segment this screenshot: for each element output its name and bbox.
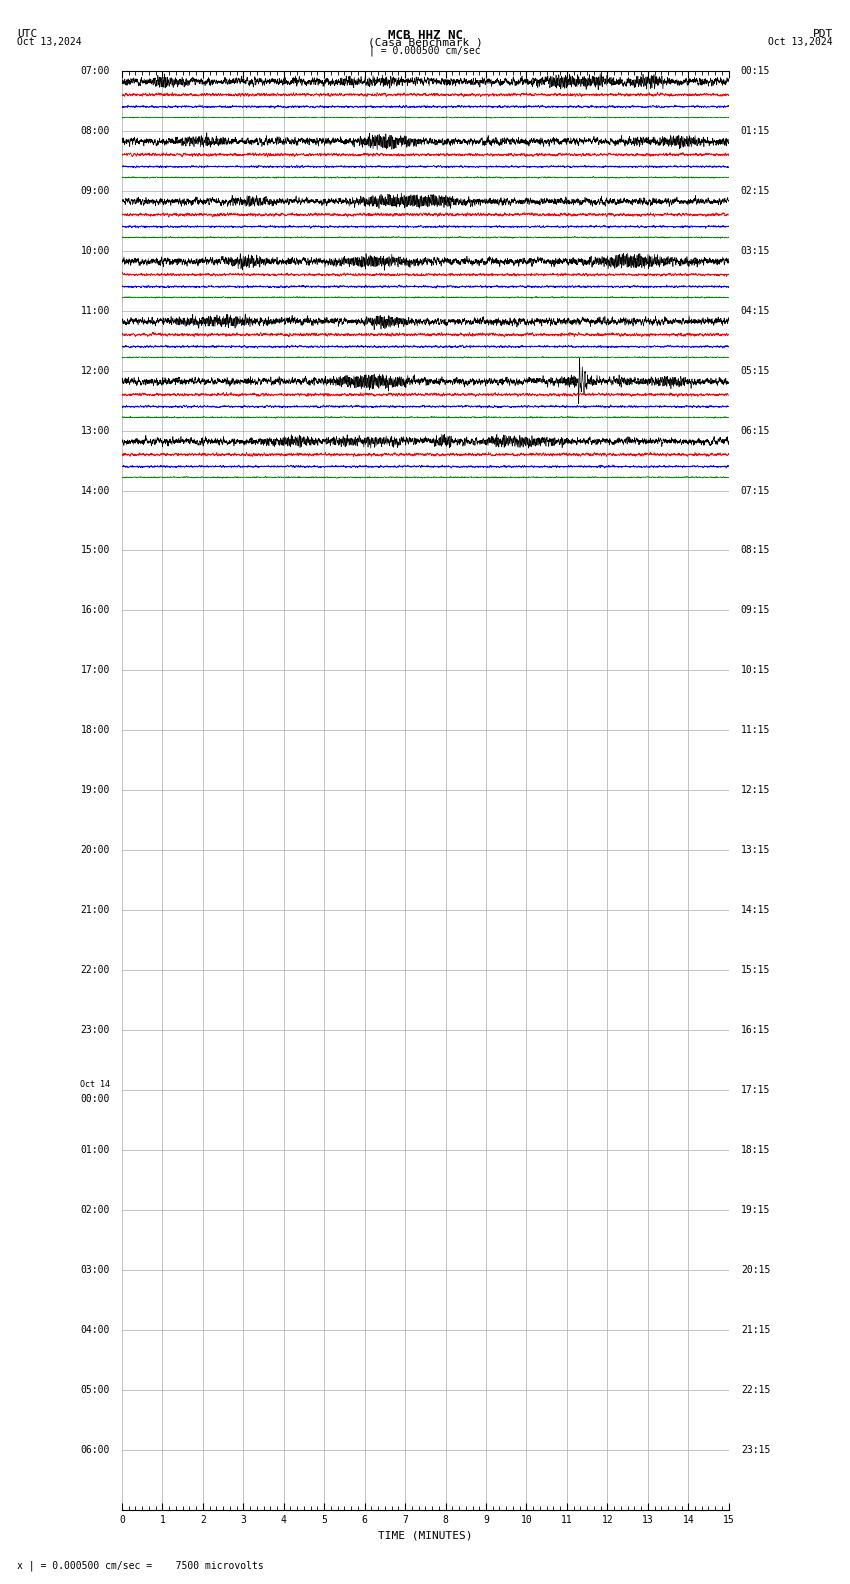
Text: 21:15: 21:15	[741, 1326, 770, 1335]
Text: 11:00: 11:00	[81, 306, 110, 315]
Text: 07:00: 07:00	[81, 65, 110, 76]
Text: MCB HHZ NC: MCB HHZ NC	[388, 29, 462, 43]
Text: 02:00: 02:00	[81, 1205, 110, 1215]
Text: 18:15: 18:15	[741, 1145, 770, 1155]
Text: 16:00: 16:00	[81, 605, 110, 616]
Text: Oct 13,2024: Oct 13,2024	[768, 36, 833, 48]
Text: 01:15: 01:15	[741, 125, 770, 136]
Text: 14:15: 14:15	[741, 906, 770, 916]
Text: 18:00: 18:00	[81, 725, 110, 735]
Text: 10:00: 10:00	[81, 246, 110, 255]
Text: PDT: PDT	[813, 29, 833, 40]
Text: Oct 13,2024: Oct 13,2024	[17, 36, 82, 48]
Text: 05:15: 05:15	[741, 366, 770, 375]
Text: 19:00: 19:00	[81, 786, 110, 795]
Text: 13:15: 13:15	[741, 846, 770, 855]
Text: 12:15: 12:15	[741, 786, 770, 795]
Text: x | = 0.000500 cm/sec =    7500 microvolts: x | = 0.000500 cm/sec = 7500 microvolts	[17, 1560, 264, 1571]
Text: 19:15: 19:15	[741, 1205, 770, 1215]
Text: 17:00: 17:00	[81, 665, 110, 675]
Text: 00:15: 00:15	[741, 65, 770, 76]
Text: 23:00: 23:00	[81, 1025, 110, 1036]
Text: 20:00: 20:00	[81, 846, 110, 855]
Text: 22:15: 22:15	[741, 1384, 770, 1396]
Text: 11:15: 11:15	[741, 725, 770, 735]
Text: 05:00: 05:00	[81, 1384, 110, 1396]
Text: 21:00: 21:00	[81, 906, 110, 916]
Text: 07:15: 07:15	[741, 486, 770, 496]
Text: 23:15: 23:15	[741, 1445, 770, 1456]
Text: 04:15: 04:15	[741, 306, 770, 315]
Text: 08:15: 08:15	[741, 545, 770, 556]
Text: 08:00: 08:00	[81, 125, 110, 136]
Text: 16:15: 16:15	[741, 1025, 770, 1036]
Text: 22:00: 22:00	[81, 965, 110, 976]
Text: 20:15: 20:15	[741, 1266, 770, 1275]
Text: 17:15: 17:15	[741, 1085, 770, 1095]
Text: 04:00: 04:00	[81, 1326, 110, 1335]
Text: | = 0.000500 cm/sec: | = 0.000500 cm/sec	[369, 44, 481, 55]
X-axis label: TIME (MINUTES): TIME (MINUTES)	[378, 1530, 473, 1541]
Text: 15:15: 15:15	[741, 965, 770, 976]
Text: (Casa Benchmark ): (Casa Benchmark )	[367, 36, 483, 48]
Text: 09:00: 09:00	[81, 185, 110, 196]
Text: 15:00: 15:00	[81, 545, 110, 556]
Text: 03:00: 03:00	[81, 1266, 110, 1275]
Text: 09:15: 09:15	[741, 605, 770, 616]
Text: 10:15: 10:15	[741, 665, 770, 675]
Text: 14:00: 14:00	[81, 486, 110, 496]
Text: 06:15: 06:15	[741, 426, 770, 436]
Text: 13:00: 13:00	[81, 426, 110, 436]
Text: 01:00: 01:00	[81, 1145, 110, 1155]
Text: 06:00: 06:00	[81, 1445, 110, 1456]
Text: UTC: UTC	[17, 29, 37, 40]
Text: 03:15: 03:15	[741, 246, 770, 255]
Text: 12:00: 12:00	[81, 366, 110, 375]
Text: 02:15: 02:15	[741, 185, 770, 196]
Text: Oct 14: Oct 14	[80, 1080, 110, 1088]
Text: 00:00: 00:00	[81, 1095, 110, 1104]
